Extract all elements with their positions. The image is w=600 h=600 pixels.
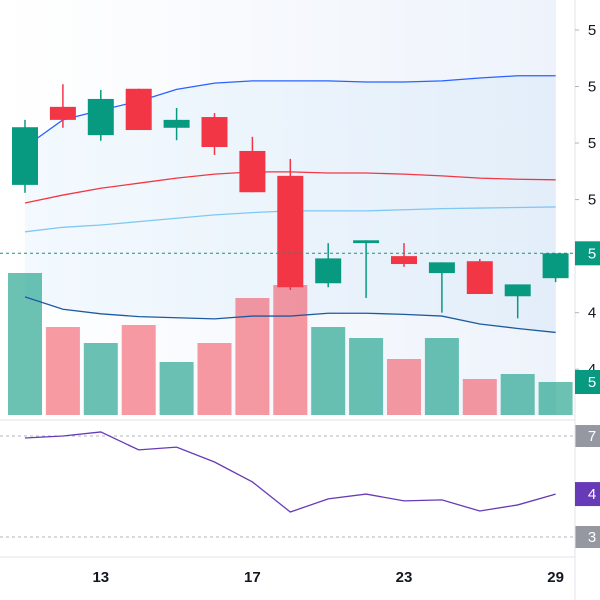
band-line	[24, 296, 556, 334]
volume-bar	[8, 273, 42, 415]
last-indicator-label-box	[575, 482, 600, 507]
candle-body	[315, 258, 342, 284]
last-price-label-box	[575, 241, 600, 266]
candle-body	[542, 253, 569, 279]
indicator-line	[24, 431, 556, 513]
y-tick-label: 4	[588, 361, 596, 378]
last-indicator-label: 4	[588, 486, 596, 503]
candle-body	[353, 240, 380, 244]
indicator-tick-label: 3	[588, 529, 596, 546]
candle-body	[466, 261, 493, 295]
y-tick-label: 5	[588, 135, 596, 152]
candle-body	[163, 119, 190, 128]
candle-body	[125, 88, 152, 131]
volume-bar	[273, 285, 308, 415]
candle-body	[277, 175, 304, 288]
volume-bar	[500, 374, 535, 415]
y-tick-label: 5	[588, 192, 596, 209]
volume-bar	[311, 327, 346, 415]
candle-body	[12, 127, 38, 185]
volume-bar	[121, 325, 156, 415]
last-price-label: 5	[588, 245, 596, 262]
candle-body	[239, 150, 266, 193]
x-tick-label: 29	[547, 569, 564, 586]
x-tick-label: 17	[244, 569, 261, 586]
tick-label-box	[575, 425, 600, 448]
volume-bar	[45, 327, 80, 415]
volume-bar	[538, 382, 573, 415]
x-tick-label: 13	[92, 569, 109, 586]
volume-bar	[197, 343, 232, 415]
candle-body	[428, 262, 455, 274]
volume-bar	[387, 359, 421, 415]
volume-bar	[462, 379, 497, 415]
y-tick-label: 4	[588, 305, 596, 322]
y-tick-label: 5	[588, 22, 596, 39]
candle-body	[49, 106, 76, 120]
y-tick-label: 5	[588, 78, 596, 95]
volume-bar	[159, 362, 194, 415]
volume-bar	[349, 338, 384, 415]
last-volume-label-box	[575, 370, 600, 394]
candle-body	[391, 256, 417, 265]
candle-body	[87, 98, 114, 136]
candle-body	[201, 117, 228, 148]
tick-label-box	[575, 525, 600, 548]
x-tick-label: 23	[396, 569, 413, 586]
candle-body	[504, 284, 531, 297]
volume-bar	[83, 343, 118, 415]
volume-bar	[424, 338, 459, 415]
last-volume-label: 5	[588, 374, 596, 391]
indicator-tick-label: 7	[588, 428, 596, 445]
